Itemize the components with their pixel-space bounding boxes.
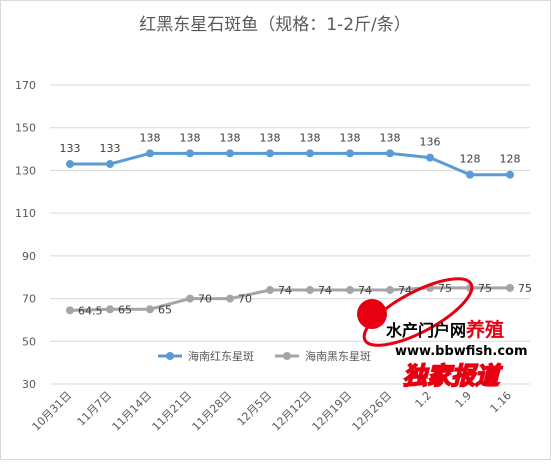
watermark-logo: 水产门户网养殖 www.bbwfish.com 独家报道: [357, 277, 528, 391]
data-point: [66, 160, 74, 169]
watermark-ball: [357, 299, 387, 329]
series-1: 133 133 138 138 138 138 138 138 138 136 128 128: [60, 131, 521, 179]
data-label: 133: [100, 142, 121, 155]
series-layer: 133 133 138 138 138 138 138 138 138 136 128 128 64.5…: [60, 131, 533, 317]
data-label: 64.5: [78, 304, 103, 317]
data-label: 138: [180, 131, 201, 144]
data-label: 75: [438, 282, 452, 295]
data-label: 138: [300, 131, 321, 144]
data-label: 136: [420, 136, 441, 149]
data-label: 75: [518, 282, 532, 295]
y-tick-label: 150: [15, 122, 36, 135]
data-label: 138: [220, 131, 241, 144]
data-point: [266, 149, 274, 158]
data-label: 65: [158, 303, 172, 316]
data-label: 138: [260, 131, 281, 144]
legend: 海南红东星斑 海南黑东星斑: [158, 349, 371, 363]
watermark-url: www.bbwfish.com: [395, 344, 528, 359]
legend-item: 海南红东星斑: [158, 349, 254, 363]
data-point: [306, 149, 314, 158]
data-point: [106, 305, 114, 314]
data-point: [386, 286, 394, 295]
data-label: 70: [238, 293, 252, 306]
legend-label: 海南红东星斑: [188, 349, 254, 363]
gridlines: [50, 84, 530, 385]
chart-title: 红黑东星石斑鱼（规格：1-2斤/条）: [139, 15, 411, 35]
data-point: [346, 149, 354, 158]
data-point: [506, 283, 514, 292]
data-point: [146, 149, 154, 158]
watermark-swoosh: [362, 277, 474, 347]
watermark-tagline: 独家报道: [403, 362, 503, 390]
data-point: [386, 149, 394, 158]
data-point: [106, 160, 114, 169]
data-point: [426, 153, 434, 162]
data-label: 128: [500, 153, 521, 166]
legend-item: 海南黑东星斑: [275, 349, 371, 363]
y-tick-label: 50: [22, 335, 36, 348]
y-tick-label: 130: [15, 164, 36, 177]
data-label: 138: [140, 131, 161, 144]
data-label: 128: [460, 153, 481, 166]
data-point: [226, 294, 234, 303]
legend-swatch-marker: [283, 352, 291, 360]
watermark-brand: 水产门户网养殖: [386, 318, 504, 341]
y-tick-label: 90: [22, 250, 36, 263]
y-tick-label: 70: [22, 293, 36, 306]
data-point: [466, 170, 474, 179]
data-point: [186, 149, 194, 158]
data-point: [226, 149, 234, 158]
data-point: [506, 170, 514, 179]
series-line: [69, 286, 510, 312]
data-label: 75: [478, 282, 492, 295]
y-tick-label: 30: [22, 378, 36, 391]
data-point: [186, 294, 194, 303]
series-line: [70, 151, 510, 177]
data-point: [66, 306, 74, 315]
legend-swatch-marker: [166, 352, 174, 360]
data-label: 65: [118, 303, 132, 316]
data-label: 74: [358, 284, 372, 297]
data-point: [346, 286, 354, 295]
data-label: 138: [340, 131, 361, 144]
data-label: 74: [318, 284, 332, 297]
data-label: 133: [60, 142, 81, 155]
data-label: 74: [278, 284, 292, 297]
y-tick-label: 170: [15, 79, 36, 92]
data-point: [306, 286, 314, 295]
data-point: [146, 305, 154, 314]
data-point: [266, 286, 274, 295]
data-label: 70: [198, 293, 212, 306]
y-tick-label: 110: [15, 207, 36, 220]
y-axis: 30 50 70 90 110 130 150 170: [15, 79, 36, 391]
legend-label: 海南黑东星斑: [305, 349, 371, 363]
data-label: 138: [380, 131, 401, 144]
